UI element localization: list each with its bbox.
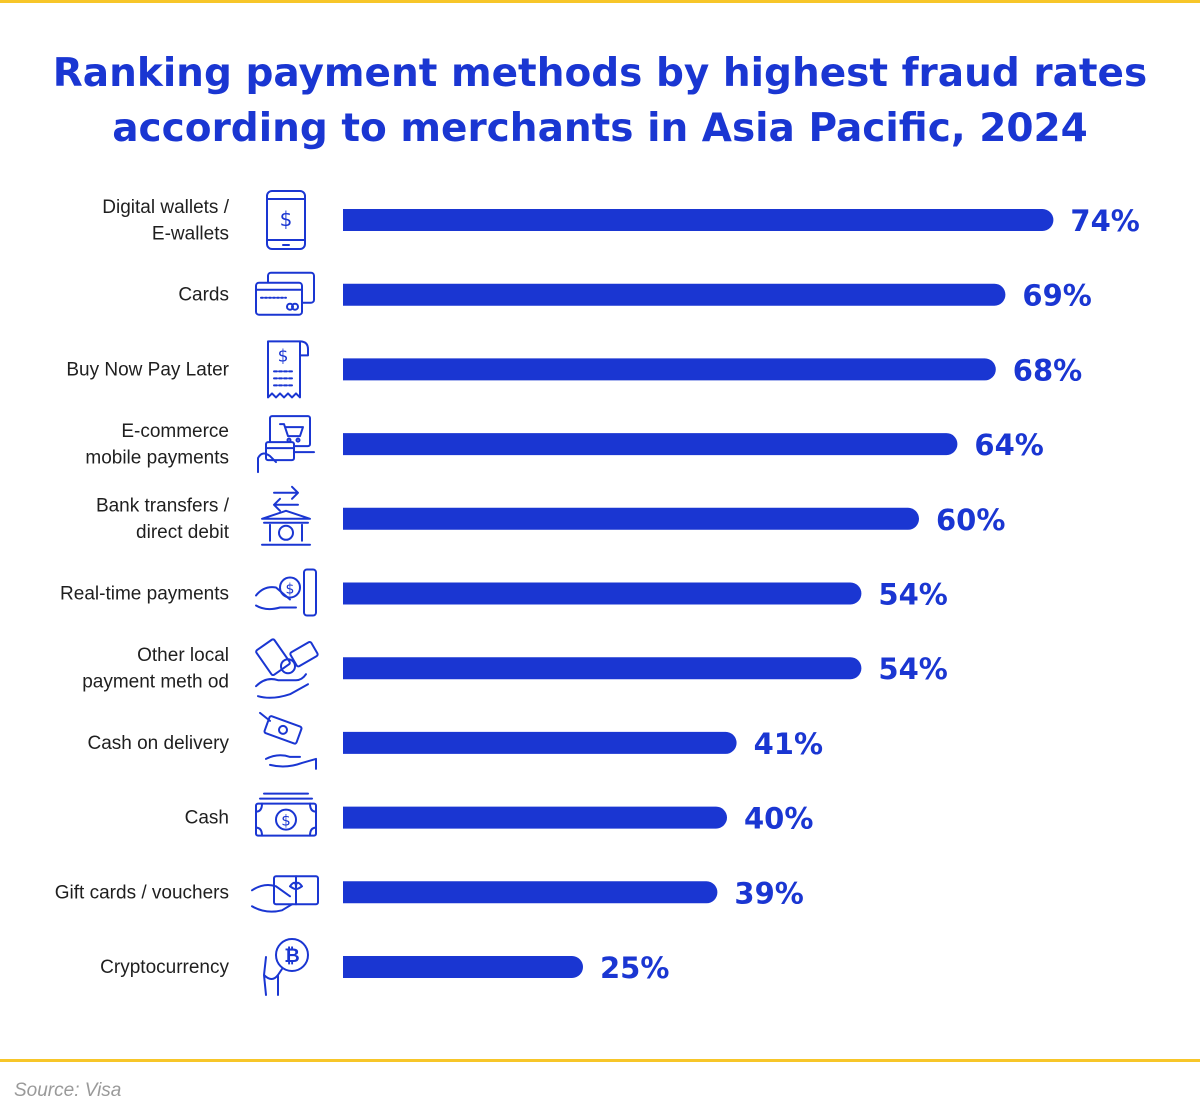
bar: [343, 881, 718, 904]
bar: [343, 433, 958, 456]
bar: [343, 283, 1006, 306]
source-note: Source: Visa: [14, 1080, 122, 1101]
value-label: 64%: [974, 428, 1043, 462]
chart-row: Cash $40%: [185, 792, 813, 837]
svg-text:$: $: [281, 812, 291, 830]
value-label: 39%: [734, 876, 803, 910]
svg-text:$: $: [278, 346, 289, 366]
bar: [343, 507, 919, 530]
hand-cards-coin-icon: [255, 638, 319, 699]
chart-row: Other local payment meth od 54%: [82, 638, 948, 699]
top-rule: [0, 0, 1200, 3]
value-label: 54%: [878, 652, 947, 686]
chart-row: Cards 69%: [178, 271, 1092, 316]
bar: [343, 582, 862, 605]
category-label: E-commerce: [121, 421, 229, 442]
category-label: mobile payments: [85, 447, 229, 468]
category-label: Cryptocurrency: [100, 957, 229, 978]
bar: [343, 657, 862, 680]
value-label: 68%: [1013, 353, 1082, 387]
chart-row: Cash on delivery 41%: [87, 711, 823, 770]
bar: [343, 358, 996, 381]
value-label: 54%: [878, 578, 947, 612]
credit-cards-icon: [255, 271, 315, 316]
category-label: Cash on delivery: [87, 733, 229, 754]
value-label: 69%: [1022, 279, 1091, 313]
bar: [343, 209, 1054, 231]
category-label: Gift cards / vouchers: [55, 882, 229, 903]
banknote-icon: $: [255, 792, 317, 837]
bitcoin-hand-icon: ₿: [263, 938, 309, 996]
svg-text:$: $: [286, 582, 295, 598]
chart-row: Gift cards / vouchers 39%: [55, 875, 804, 913]
category-label: Cash: [185, 808, 229, 829]
value-label: 40%: [744, 802, 813, 836]
bank-transfer-icon: [261, 485, 311, 546]
category-label: Real-time payments: [60, 584, 229, 605]
bar: [343, 806, 727, 829]
chart-row: Real-time payments $54%: [60, 568, 948, 617]
chart-title: Ranking payment methods by highest fraud…: [40, 46, 1160, 156]
category-label: Other local: [137, 645, 229, 666]
value-label: 25%: [600, 951, 669, 985]
category-label: Digital wallets /: [102, 197, 229, 218]
value-label: 60%: [936, 503, 1005, 537]
value-label: 74%: [1070, 204, 1139, 238]
smartphone-dollar-icon: $: [266, 190, 306, 250]
chart-row: Digital wallets / E-wallets $ 74%: [102, 190, 1140, 250]
svg-text:₿: ₿: [284, 945, 299, 967]
cash-handover-icon: [259, 711, 317, 770]
chart-row: Bank transfers / direct debit 60%: [96, 485, 1005, 546]
chart-row: Cryptocurrency ₿ 25%: [100, 938, 669, 996]
title-line-2: according to merchants in Asia Pacific, …: [112, 106, 1088, 151]
title-line-1: Ranking payment methods by highest fraud…: [52, 51, 1148, 96]
category-label: Cards: [178, 285, 229, 306]
category-label: Buy Now Pay Later: [66, 359, 229, 380]
category-label: E-wallets: [152, 223, 229, 244]
bottom-rule: [0, 1059, 1200, 1062]
hand-dollar-phone-icon: $: [255, 568, 317, 617]
value-label: 41%: [754, 727, 823, 761]
svg-text:$: $: [280, 207, 293, 231]
gift-card-hand-icon: [251, 875, 319, 913]
bar: [343, 956, 583, 978]
bar-chart: Digital wallets / E-wallets $ 74% Cards 69% Bu…: [55, 190, 1140, 996]
category-label: Bank transfers /: [96, 496, 230, 517]
bar: [343, 731, 737, 754]
chart-row: Buy Now Pay Later $ 68%: [66, 340, 1082, 399]
ecommerce-cart-card-icon: [257, 415, 315, 474]
chart-row: E-commerce mobile payments 64%: [85, 415, 1044, 474]
receipt-dollar-icon: $: [267, 340, 309, 399]
category-label: direct debit: [136, 522, 230, 543]
category-label: payment meth od: [82, 671, 229, 692]
